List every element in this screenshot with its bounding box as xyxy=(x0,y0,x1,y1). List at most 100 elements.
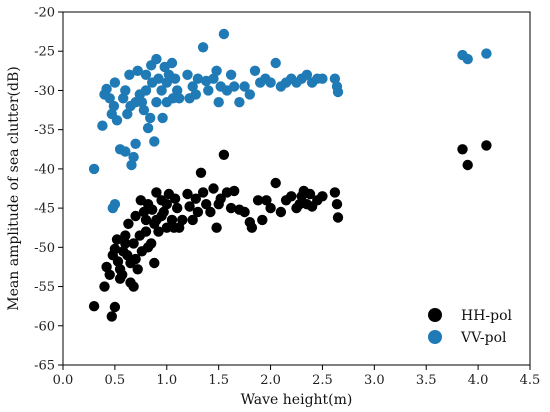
data-point-vv-pol xyxy=(234,97,245,108)
data-point-hh-pol xyxy=(130,253,141,265)
data-point-vv-pol xyxy=(88,163,100,175)
data-point-hh-pol xyxy=(140,226,152,237)
data-point-hh-pol xyxy=(286,191,297,202)
data-point-hh-pol xyxy=(332,212,344,223)
data-point-hh-pol xyxy=(261,195,272,206)
data-point-vv-pol xyxy=(142,122,154,134)
data-point-hh-pol xyxy=(101,261,112,273)
data-point-vv-pol xyxy=(109,199,121,210)
data-point-vv-pol xyxy=(166,57,178,69)
data-point-vv-pol xyxy=(149,136,160,147)
data-point-vv-pol xyxy=(136,97,148,108)
data-point-vv-pol xyxy=(151,97,162,108)
data-point-vv-pol xyxy=(211,65,222,77)
data-point-vv-pol xyxy=(169,73,181,84)
data-point-hh-pol xyxy=(208,183,219,194)
data-point-hh-pol xyxy=(218,149,230,160)
data-point-hh-pol xyxy=(149,257,160,269)
legend-label-vv-pol: VV-pol xyxy=(460,330,507,346)
data-point-vv-pol xyxy=(172,85,183,96)
data-point-vv-pol xyxy=(122,108,133,120)
data-point-vv-pol xyxy=(151,53,162,65)
data-point-hh-pol xyxy=(169,193,181,204)
data-point-hh-pol xyxy=(457,144,468,155)
data-point-vv-pol xyxy=(187,81,198,92)
data-point-vv-pol xyxy=(265,77,276,88)
plot-points xyxy=(88,28,492,322)
data-point-hh-pol xyxy=(128,238,139,249)
data-point-vv-pol xyxy=(174,93,185,104)
x-tick-label: 0.0 xyxy=(53,373,74,388)
data-point-vv-pol xyxy=(197,42,209,53)
y-tick-label: -45 xyxy=(34,202,55,217)
legend-marker-vv-pol xyxy=(428,330,442,344)
data-point-hh-pol xyxy=(174,222,185,233)
data-point-hh-pol xyxy=(205,206,216,218)
data-point-hh-pol xyxy=(304,188,316,200)
data-point-vv-pol xyxy=(128,151,139,163)
data-point-hh-pol xyxy=(225,202,237,214)
data-point-hh-pol xyxy=(161,199,172,210)
data-point-hh-pol xyxy=(229,185,240,197)
y-tick-label: -40 xyxy=(34,162,55,177)
x-tick-label: 1.5 xyxy=(208,373,229,388)
x-tick-label: 0.5 xyxy=(105,373,126,388)
data-point-hh-pol xyxy=(138,206,150,218)
data-point-hh-pol xyxy=(99,281,110,292)
data-point-vv-pol xyxy=(120,85,131,96)
y-tick-label: -25 xyxy=(34,45,55,60)
x-tick-label: 3.0 xyxy=(364,373,385,388)
data-point-hh-pol xyxy=(211,222,222,233)
data-point-hh-pol xyxy=(151,187,162,198)
data-point-vv-pol xyxy=(190,89,201,100)
data-point-hh-pol xyxy=(104,269,115,280)
data-point-hh-pol xyxy=(265,202,276,214)
y-axis-ticks: -20 -25 -30 -35 -40 -45 -50 -55 -60 -65 xyxy=(34,6,63,374)
data-point-vv-pol xyxy=(329,73,341,84)
data-point-hh-pol xyxy=(215,193,226,204)
data-point-vv-pol xyxy=(126,159,137,171)
x-tick-label: 3.5 xyxy=(416,373,437,388)
data-point-vv-pol xyxy=(332,86,344,98)
data-point-hh-pol xyxy=(146,238,157,249)
data-point-vv-pol xyxy=(145,112,156,124)
data-point-hh-pol xyxy=(112,256,124,267)
data-point-hh-pol xyxy=(239,206,250,218)
data-point-vv-pol xyxy=(130,138,141,149)
legend-label-hh-pol: HH-pol xyxy=(461,308,513,324)
x-tick-label: 4.0 xyxy=(468,373,489,388)
data-point-vv-pol xyxy=(317,73,328,84)
data-point-hh-pol xyxy=(166,214,178,226)
y-tick-label: -35 xyxy=(34,123,55,138)
data-point-vv-pol xyxy=(104,93,115,104)
plot-frame xyxy=(62,11,531,366)
data-point-vv-pol xyxy=(124,69,135,81)
data-point-vv-pol xyxy=(111,115,123,126)
data-point-hh-pol xyxy=(161,222,172,233)
data-point-hh-pol xyxy=(252,195,264,206)
data-point-hh-pol xyxy=(111,234,123,245)
data-point-hh-pol xyxy=(109,243,121,255)
x-tick-label: 4.5 xyxy=(520,373,541,388)
data-point-hh-pol xyxy=(109,301,121,313)
data-point-hh-pol xyxy=(197,187,209,198)
data-point-hh-pol xyxy=(172,202,183,214)
data-point-vv-pol xyxy=(156,85,167,96)
data-point-vv-pol xyxy=(213,97,224,108)
data-point-vv-pol xyxy=(218,28,230,40)
data-point-vv-pol xyxy=(140,69,152,81)
data-point-vv-pol xyxy=(153,73,164,84)
data-point-hh-pol xyxy=(201,199,212,210)
data-point-vv-pol xyxy=(108,100,120,112)
y-axis-label: Mean amplitude of sea clutter(dB) xyxy=(6,66,22,310)
y-tick-label: -20 xyxy=(34,6,55,21)
data-point-vv-pol xyxy=(120,146,131,157)
data-point-hh-pol xyxy=(120,230,131,241)
y-tick-label: -65 xyxy=(34,359,55,374)
data-point-hh-pol xyxy=(177,214,188,226)
data-point-vv-pol xyxy=(138,104,150,116)
data-point-vv-pol xyxy=(301,69,313,81)
data-point-hh-pol xyxy=(257,214,268,226)
